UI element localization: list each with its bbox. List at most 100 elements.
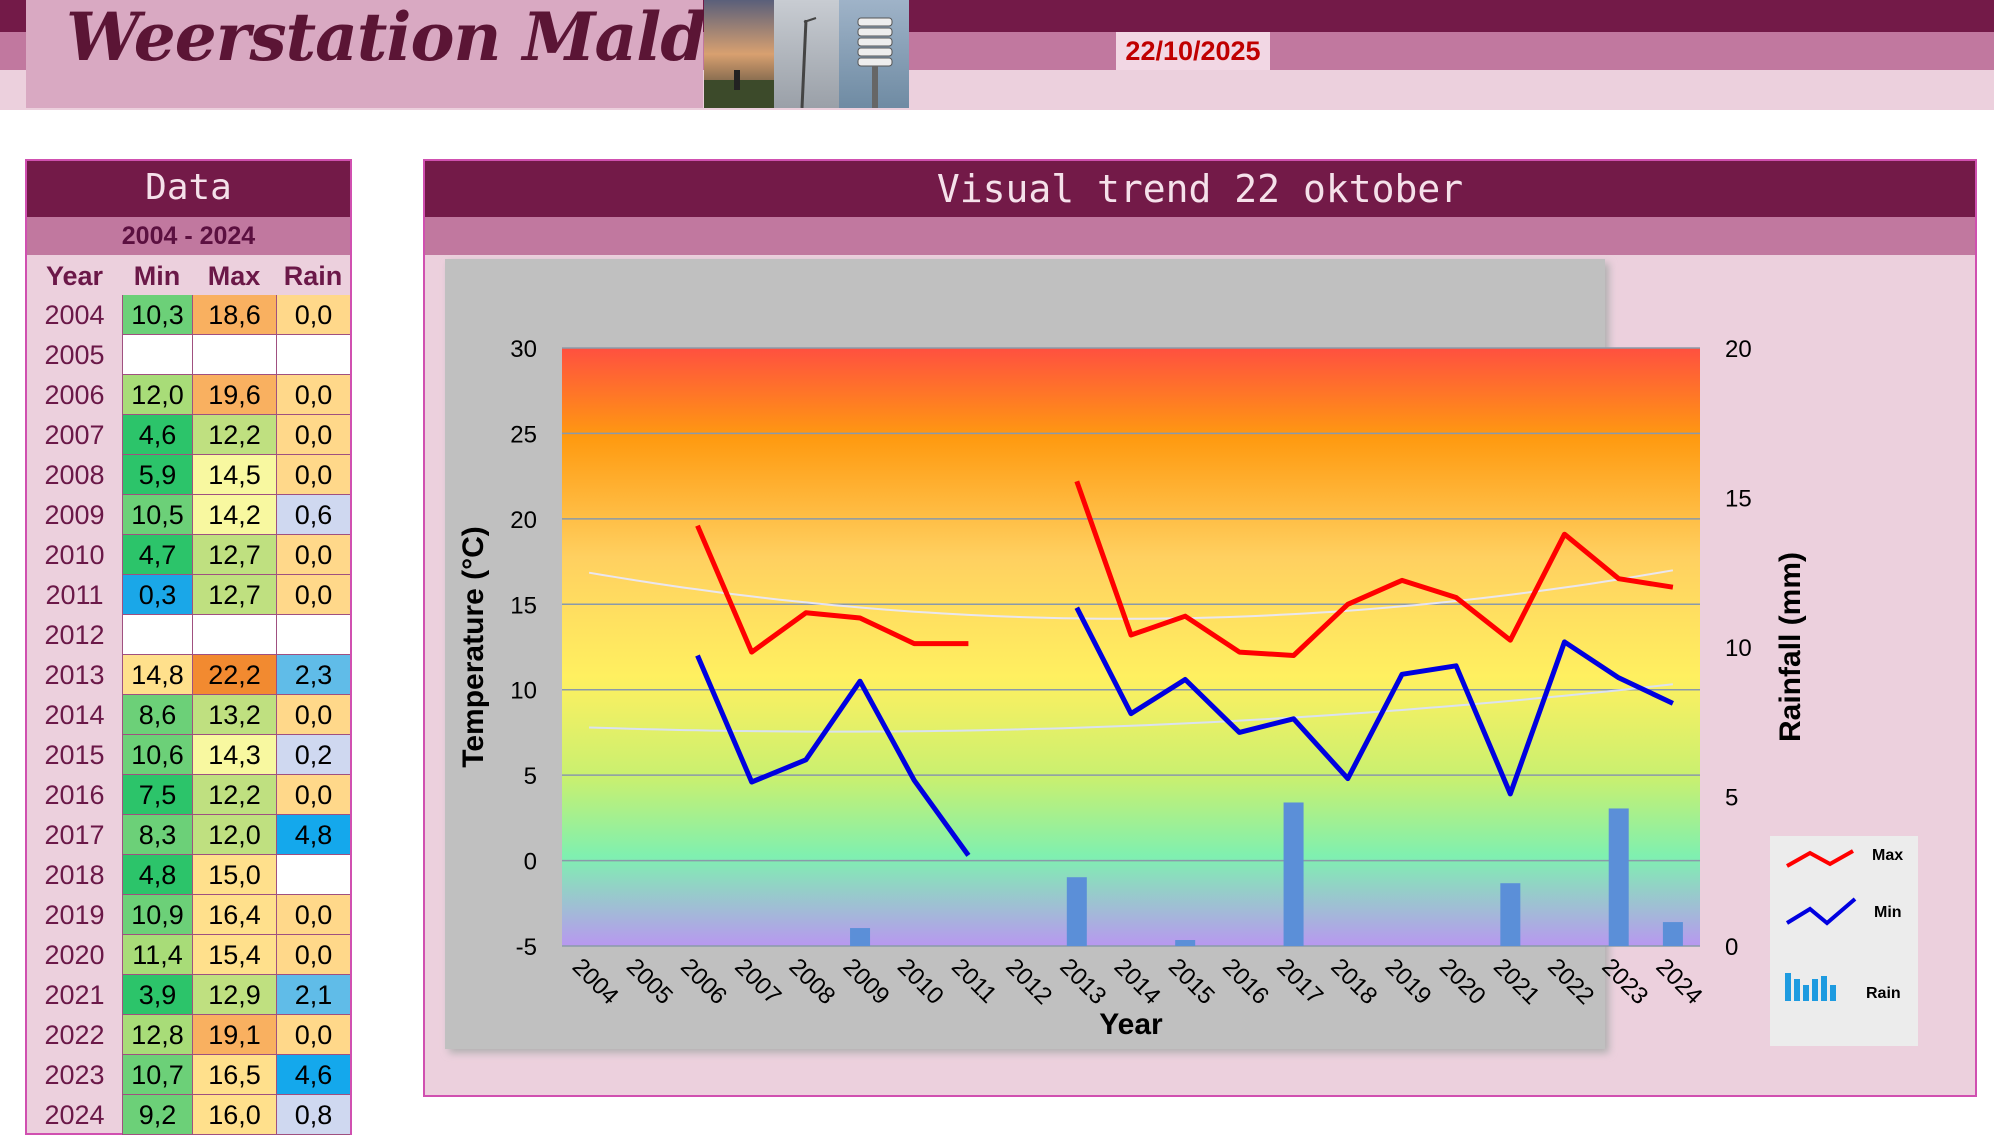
max-cell: 12,2 <box>192 775 276 815</box>
min-cell <box>122 335 192 375</box>
legend-max-swatch <box>1786 849 1854 868</box>
min-cell: 12,8 <box>122 1015 192 1055</box>
min-cell: 10,7 <box>122 1055 192 1095</box>
min-cell: 7,5 <box>122 775 192 815</box>
legend-rain-swatch-bar <box>1821 976 1827 1001</box>
year-cell: 2006 <box>44 380 105 410</box>
trend-line-max <box>588 569 1674 620</box>
table-row: 2020 11,4 15,4 0,0 <box>27 935 350 975</box>
max-cell: 12,7 <box>192 535 276 575</box>
max-cell: 12,7 <box>192 575 276 615</box>
table-row: 2016 7,5 12,2 0,0 <box>27 775 350 815</box>
rain-cell: 0,0 <box>276 775 350 815</box>
legend-box <box>1770 836 1918 1046</box>
rain-cell <box>276 855 350 895</box>
series-line-min <box>695 606 1674 857</box>
legend-rain-swatch-bar <box>1785 973 1791 1001</box>
rain-cell: 0,0 <box>276 1015 350 1055</box>
year-cell: 2013 <box>44 660 105 690</box>
min-cell: 9,2 <box>122 1095 192 1135</box>
rain-bar <box>1662 922 1683 946</box>
min-cell: 12,0 <box>122 375 192 415</box>
max-cell: 14,3 <box>192 735 276 775</box>
max-cell: 12,2 <box>192 415 276 455</box>
rain-cell <box>276 615 350 655</box>
year-cell: 2004 <box>44 300 105 330</box>
trend-line-min <box>589 683 1674 733</box>
year-cell: 2005 <box>44 340 105 370</box>
year-cell: 2018 <box>44 860 105 890</box>
table-row: 2008 5,9 14,5 0,0 <box>27 455 350 495</box>
rain-cell: 4,8 <box>276 815 350 855</box>
rain-bar <box>1500 883 1521 946</box>
table-row: 2019 10,9 16,4 0,0 <box>27 895 350 935</box>
y-tick-label: -5 <box>516 934 537 961</box>
min-cell: 4,8 <box>122 855 192 895</box>
rain-cell: 2,3 <box>276 655 350 695</box>
max-cell: 15,0 <box>192 855 276 895</box>
station-photos <box>704 0 909 108</box>
min-cell: 3,9 <box>122 975 192 1015</box>
photo-radiation-shield <box>839 0 909 108</box>
table-row: 2013 14,8 22,2 2,3 <box>27 655 350 695</box>
y2-tick-label: 15 <box>1725 486 1752 513</box>
y2-axis-title: Rainfall (mm) <box>1774 552 1807 742</box>
max-cell: 14,2 <box>192 495 276 535</box>
legend-min-swatch <box>1785 897 1857 926</box>
rain-cell: 0,8 <box>276 1095 350 1135</box>
table-row: 2017 8,3 12,0 4,8 <box>27 815 350 855</box>
photo-mast <box>774 0 839 108</box>
year-cell: 2008 <box>44 460 105 490</box>
year-cell: 2016 <box>44 780 105 810</box>
data-table-title: Data <box>145 167 232 208</box>
y-tick-label: 20 <box>510 507 537 534</box>
y-tick-label: 5 <box>524 763 537 790</box>
table-row: 2014 8,6 13,2 0,0 <box>27 695 350 735</box>
rain-bar <box>1608 808 1629 946</box>
table-row: 2009 10,5 14,2 0,6 <box>27 495 350 535</box>
rain-cell: 0,0 <box>276 575 350 615</box>
min-cell: 5,9 <box>122 455 192 495</box>
max-cell <box>192 335 276 375</box>
data-table-header: Data <box>27 161 350 217</box>
legend-rain-swatch-bar <box>1830 985 1836 1001</box>
rain-cell: 4,6 <box>276 1055 350 1095</box>
trend-chart: -505101520253005101520200420052006200720… <box>445 259 1918 1053</box>
series-line-max <box>695 480 1674 658</box>
min-cell: 8,6 <box>122 695 192 735</box>
column-header-min: Min <box>133 261 181 291</box>
table-row: 2018 4,8 15,0 <box>27 855 350 895</box>
x-tick-label: 2024 <box>1651 953 1708 1010</box>
chart-panel: Visual trend 22 oktober -5 0 5 10 15 20 25 30 0 5… <box>423 159 1977 1097</box>
rain-cell: 0,0 <box>276 455 350 495</box>
min-cell: 10,6 <box>122 735 192 775</box>
year-cell: 2012 <box>44 620 105 650</box>
year-cell: 2019 <box>44 900 105 930</box>
column-header-max: Max <box>207 261 261 291</box>
data-table-panel: Data 2004 - 2024 Year Min Max Rain 2004 1… <box>25 159 352 1135</box>
max-cell: 14,5 <box>192 455 276 495</box>
min-cell: 11,4 <box>122 935 192 975</box>
table-row: 2010 4,7 12,7 0,0 <box>27 535 350 575</box>
legend-rain-label: Rain <box>1866 985 1901 1002</box>
table-row: 2021 3,9 12,9 2,1 <box>27 975 350 1015</box>
min-cell: 0,3 <box>122 575 192 615</box>
min-cell: 10,3 <box>122 295 192 335</box>
max-cell <box>192 615 276 655</box>
y2-tick-label: 5 <box>1725 785 1738 812</box>
max-cell: 12,0 <box>192 815 276 855</box>
rain-cell: 0,6 <box>276 495 350 535</box>
chart-panel-title: Visual trend 22 oktober <box>936 167 1464 211</box>
max-cell: 18,6 <box>192 295 276 335</box>
year-cell: 2007 <box>44 420 105 450</box>
plot-background <box>562 348 1700 946</box>
rain-cell: 2,1 <box>276 975 350 1015</box>
year-cell: 2020 <box>44 940 105 970</box>
y-tick-label: 25 <box>510 421 537 448</box>
year-cell: 2014 <box>44 700 105 730</box>
chart-panel-subbar <box>425 217 1975 255</box>
y-tick-label: 30 <box>510 336 537 363</box>
rain-bar <box>1175 940 1196 946</box>
table-row: 2004 10,3 18,6 0,0 <box>27 295 350 335</box>
table-row: 2007 4,6 12,2 0,0 <box>27 415 350 455</box>
